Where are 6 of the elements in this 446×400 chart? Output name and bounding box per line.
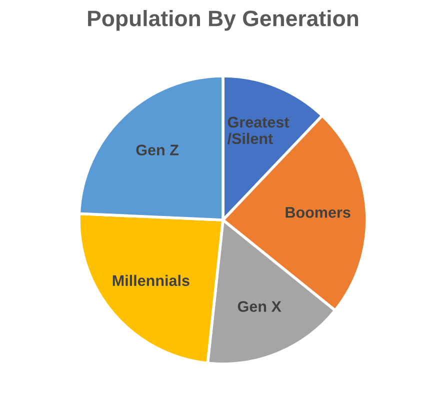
slice-label: Gen X [238,301,282,312]
chart-title: Population By Generation [88,10,358,31]
slice-label: Greatest /Silent [227,116,290,144]
slice-label: Millennials [112,274,190,286]
slice-label: Gen Z [136,144,178,156]
slice-label: Boomers [286,207,350,218]
